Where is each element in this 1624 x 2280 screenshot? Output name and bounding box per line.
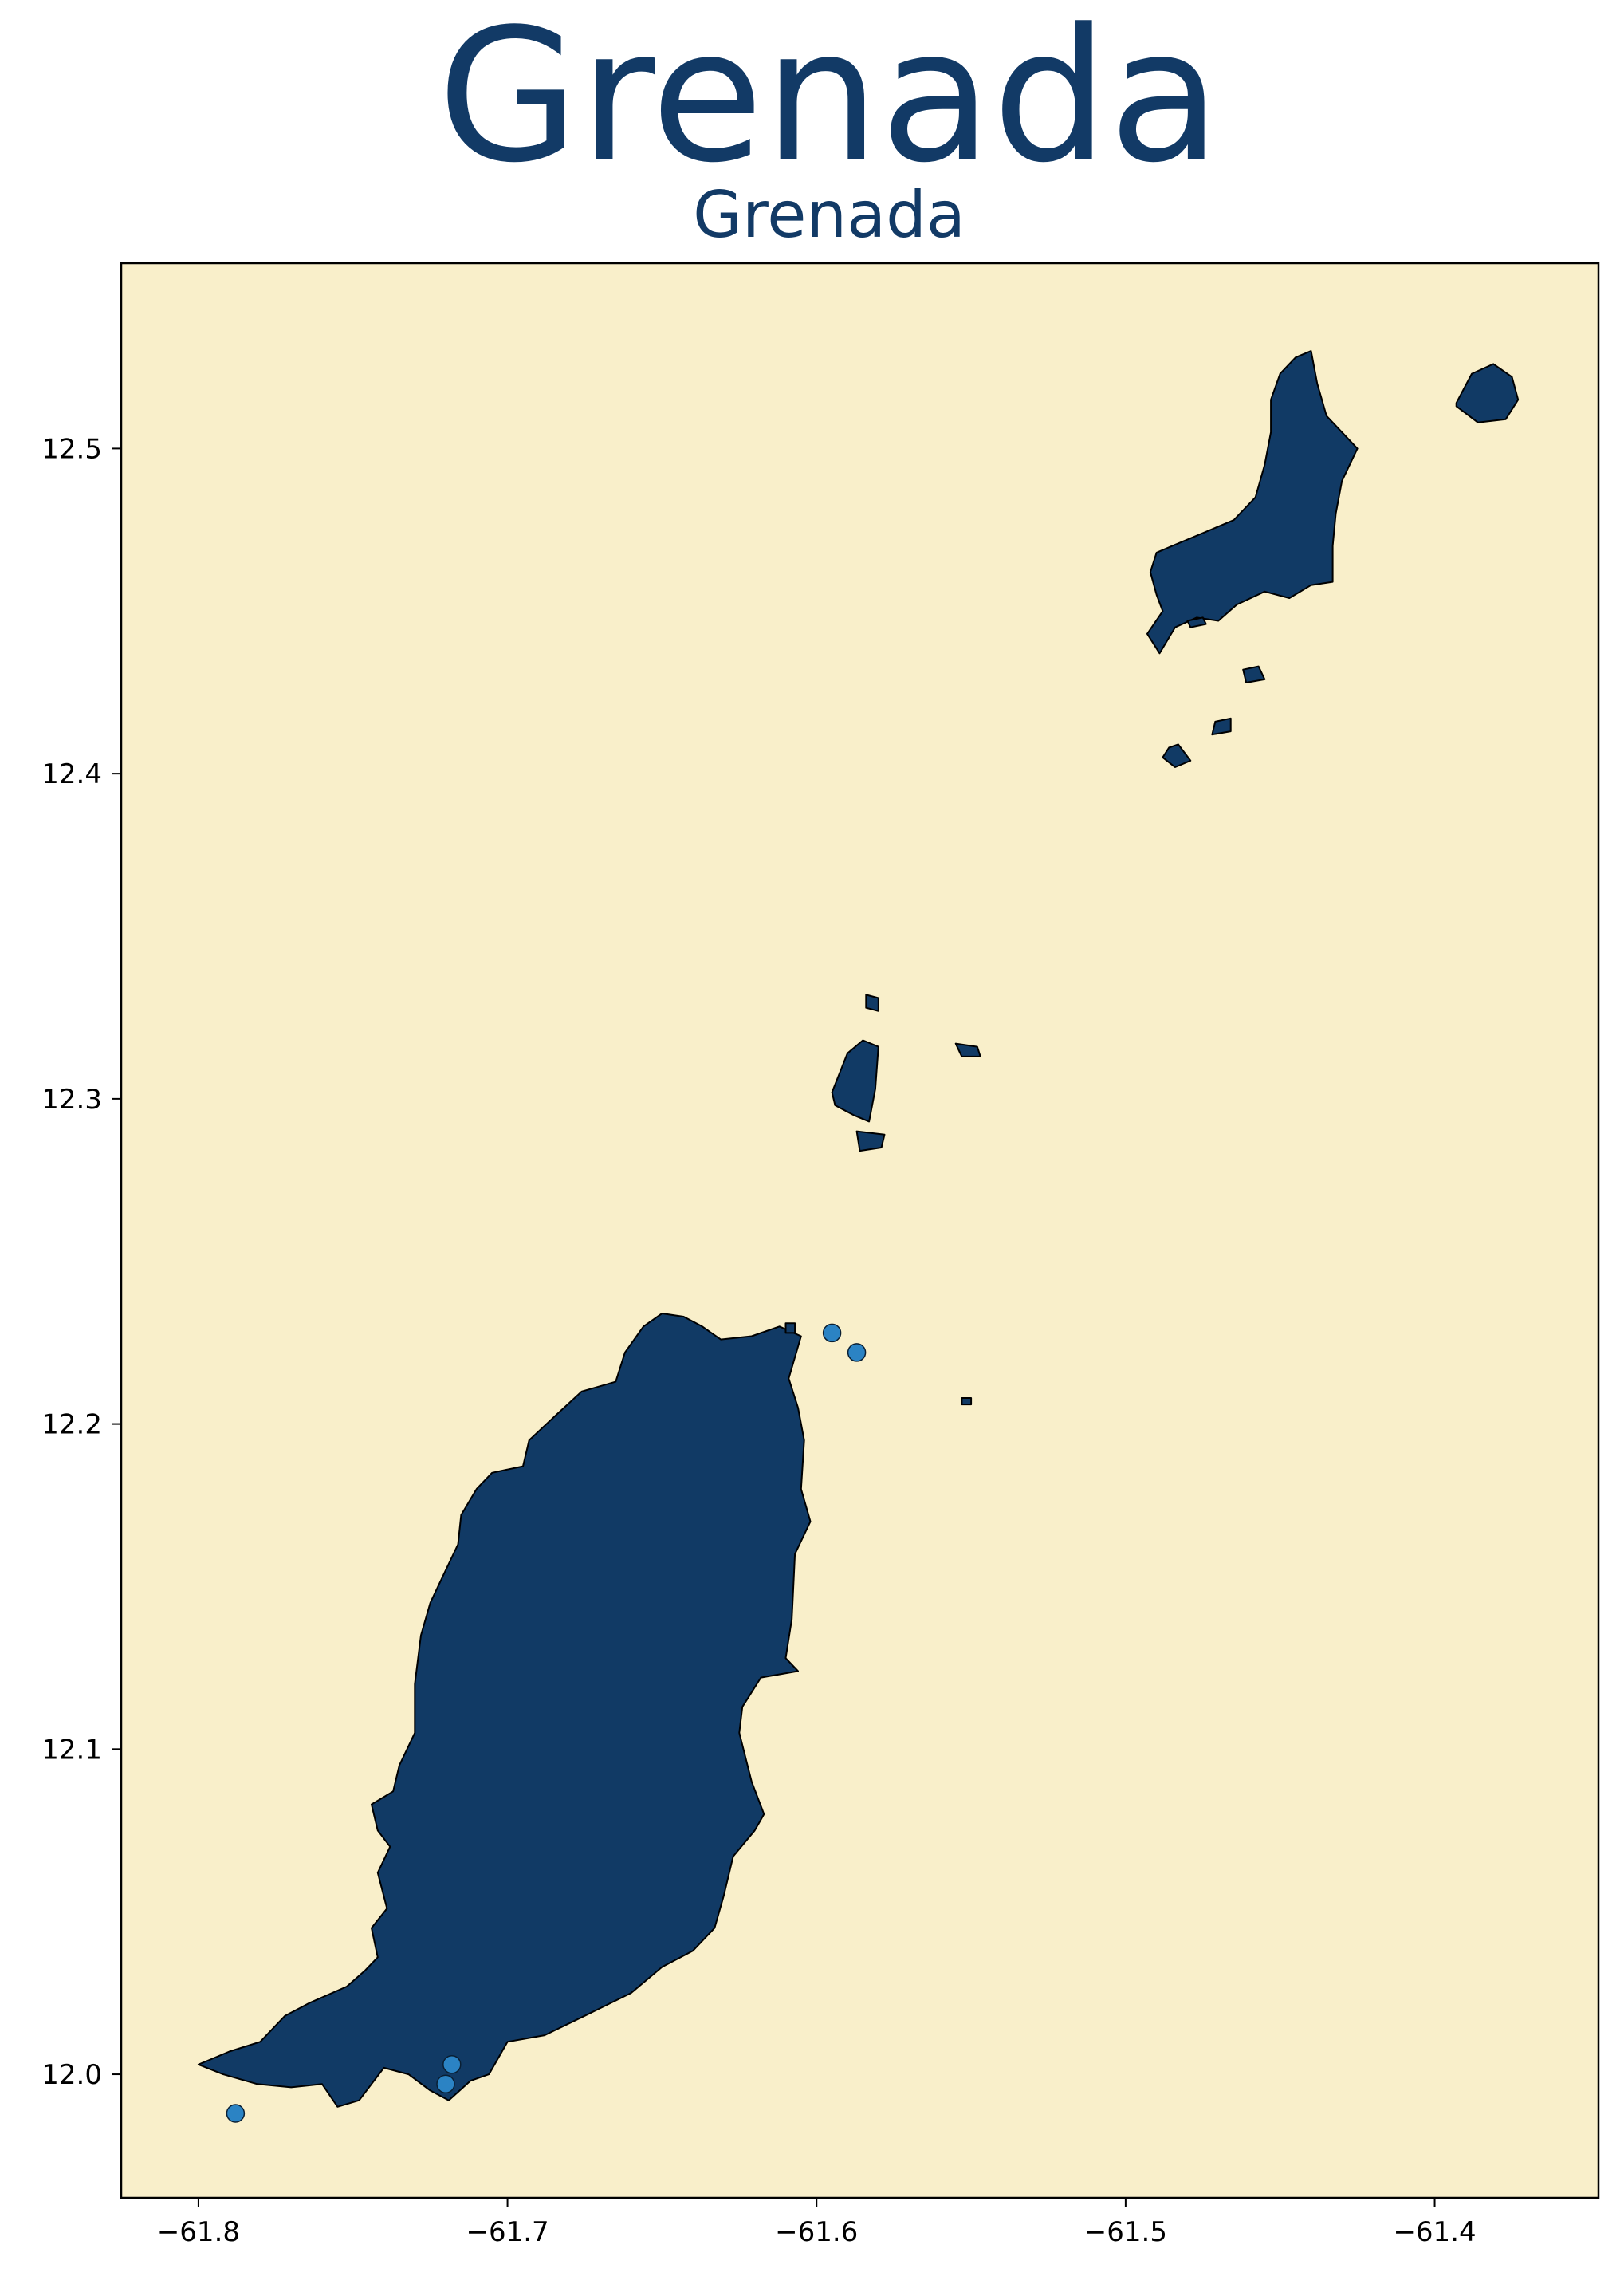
y-axis: 12.0 12.1 12.2 12.3 12.4 12.5: [41, 433, 121, 2091]
frigate-island: [1242, 665, 1266, 683]
y-tick-label: 12.0: [41, 2059, 102, 2091]
x-tick-label: −61.7: [466, 2216, 549, 2248]
location-marker: [226, 2104, 246, 2123]
x-tick-label: −61.4: [1393, 2216, 1476, 2248]
y-tick-label: 12.1: [41, 1734, 102, 1766]
islet-south-of-ronde: [855, 1130, 886, 1152]
x-tick-label: −61.5: [1084, 2216, 1167, 2248]
y-tick-label: 12.2: [41, 1409, 102, 1441]
y-tick-label: 12.5: [41, 433, 102, 465]
location-marker: [436, 2074, 455, 2094]
location-marker: [847, 1343, 867, 1362]
map-frame: [120, 262, 1600, 2199]
map-title: Grenada: [438, 0, 1221, 203]
small-islet-east: [961, 1397, 973, 1406]
white-island-islet: [1186, 616, 1207, 628]
caille-island: [954, 1042, 981, 1057]
x-axis: −61.8 −61.7 −61.6 −61.5 −61.4: [157, 2198, 1477, 2248]
x-tick-label: −61.6: [775, 2216, 858, 2248]
map-subtitle: Grenada: [693, 178, 965, 252]
land-layer: [197, 350, 1520, 2108]
x-tick-label: −61.8: [157, 2216, 240, 2248]
levera-islet: [784, 1322, 796, 1334]
y-tick-label: 12.4: [41, 758, 102, 790]
saline-island: [1162, 743, 1192, 768]
location-marker: [822, 1323, 842, 1343]
islet-north-of-ronde: [865, 994, 879, 1012]
ocean-background: [121, 263, 1598, 2198]
y-tick-label: 12.3: [41, 1084, 102, 1116]
location-marker: [442, 2055, 462, 2074]
petite-martinique-island: [1455, 363, 1520, 423]
marker-layer: [226, 1323, 867, 2123]
isle-de-ronde: [831, 1039, 879, 1123]
large-island: [1211, 717, 1232, 736]
